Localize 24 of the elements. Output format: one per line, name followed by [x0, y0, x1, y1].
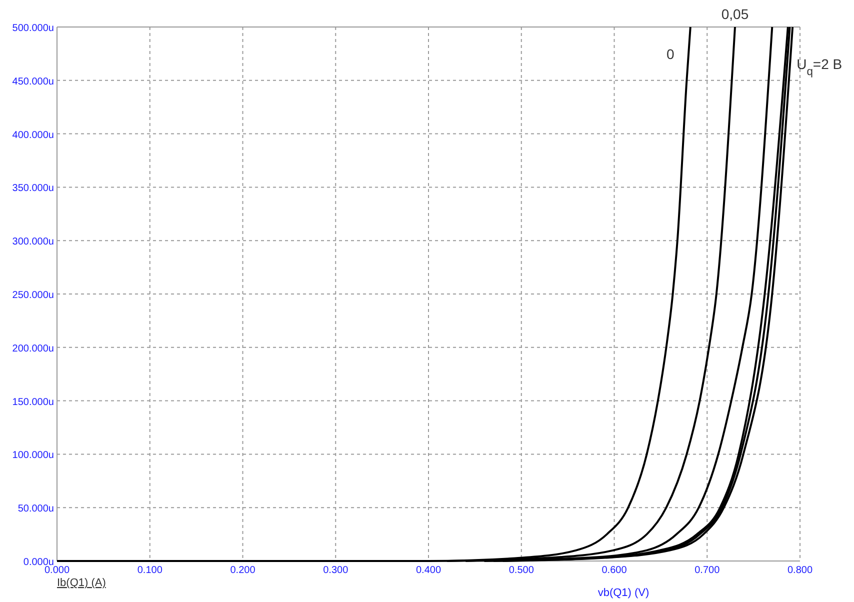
x-tick-label: 0.800 [787, 565, 813, 576]
y-tick-label: 100.000u [12, 450, 54, 462]
x-tick-label: 0.500 [508, 565, 534, 576]
y-tick-label: 50.000u [18, 504, 54, 515]
x-tick-label: 0.400 [416, 565, 442, 576]
x-tick-label: 0.600 [602, 565, 628, 576]
x-tick-label: 0.100 [137, 565, 163, 576]
series-label: U$_{q}$=2 B [796, 56, 842, 78]
x-tick-label: 0.300 [323, 565, 349, 576]
y-tick-label: 400.000u [12, 130, 54, 141]
y-tick-label: 150.000u [12, 396, 54, 408]
x-axis-title: vb(Q1) (V) [598, 587, 650, 599]
y-tick-label: 450.000u [12, 76, 54, 88]
series-label: 0 [666, 46, 675, 62]
series-label: 0,05 [721, 6, 749, 22]
text: Ib(Q1) (A) [57, 577, 106, 589]
y-tick-label: 500.000u [12, 23, 54, 34]
y-tick-label: 250.000u [12, 290, 54, 301]
y-tick-label: 350.000u [12, 183, 54, 194]
y-tick-label: 300.000u [12, 236, 54, 248]
x-tick-label: 0.000 [44, 565, 70, 576]
x-tick-label: 0.200 [230, 565, 256, 576]
y-tick-label: 200.000u [12, 343, 54, 354]
x-tick-label: 0.700 [694, 565, 720, 576]
